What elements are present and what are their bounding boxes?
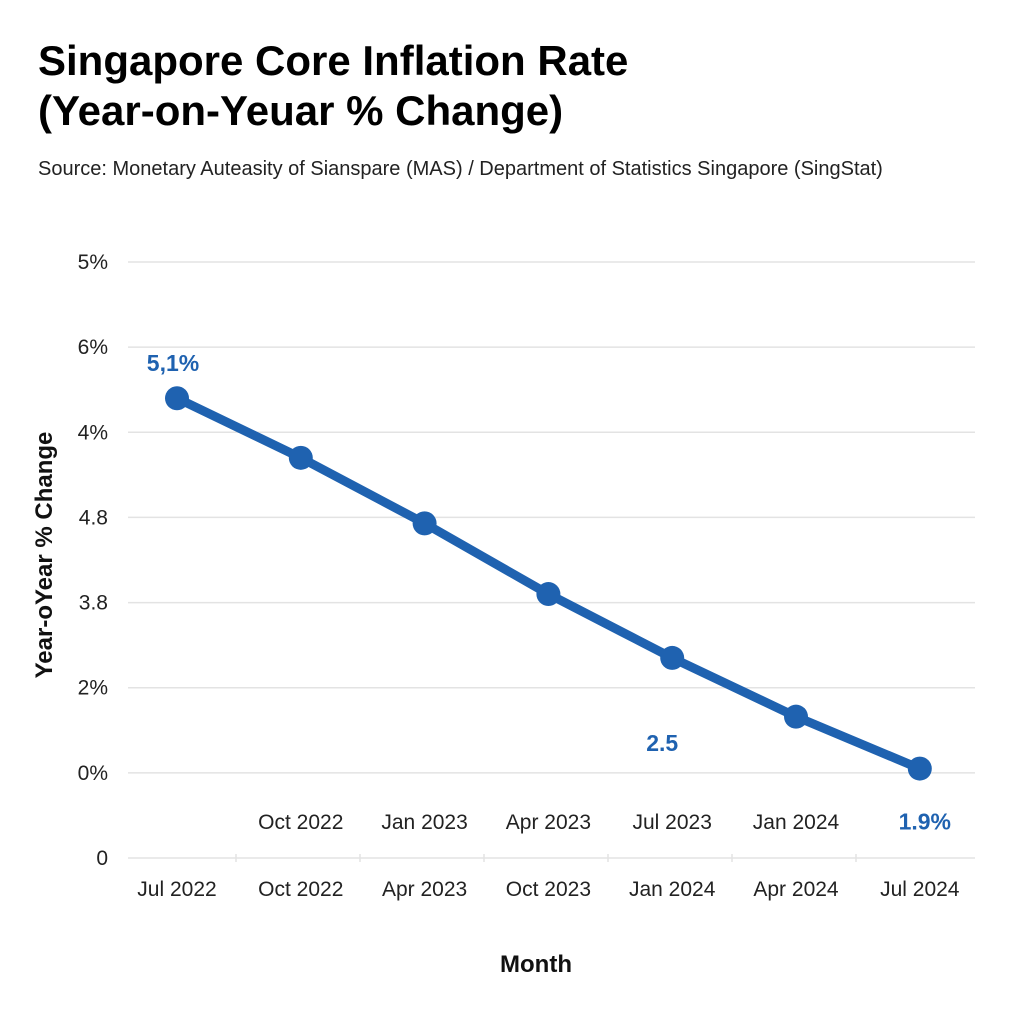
x-tick-label-upper: Jan 2023 bbox=[381, 811, 467, 834]
y-tick-label: 0% bbox=[78, 762, 108, 785]
y-tick-label: 0 bbox=[96, 847, 108, 870]
y-tick-label: 4.8 bbox=[79, 506, 108, 529]
x-tick-label: Oct 2023 bbox=[506, 878, 591, 901]
x-axis-title: Month bbox=[500, 951, 572, 978]
y-tick-label: 4% bbox=[78, 421, 108, 444]
data-point bbox=[412, 511, 437, 536]
chart-title-line-2: (Year-on-Yeuar % Change) bbox=[38, 87, 564, 134]
data-label: 2.5 bbox=[646, 730, 678, 756]
y-tick-label: 3.8 bbox=[79, 592, 108, 615]
y-tick-label: 5% bbox=[78, 251, 108, 274]
x-tick-label: Jul 2024 bbox=[880, 878, 960, 901]
data-label: 5,1% bbox=[147, 350, 199, 376]
x-tick-label: Oct 2022 bbox=[258, 878, 343, 901]
chart-subtitle: Source: Monetary Auteasity of Sianspare … bbox=[38, 158, 883, 180]
x-tick-label: Apr 2024 bbox=[753, 878, 839, 901]
y-tick-label: 2% bbox=[78, 677, 108, 700]
chart-title: Singapore Core Inflation Rate (Year-on-Y… bbox=[38, 36, 628, 136]
x-tick-label: Jul 2022 bbox=[137, 878, 216, 901]
x-tick-label-upper: Jan 2024 bbox=[753, 811, 840, 834]
chart-title-line-1: Singapore Core Inflation Rate bbox=[38, 37, 629, 84]
data-point bbox=[660, 645, 685, 670]
data-point bbox=[907, 756, 932, 781]
data-point bbox=[288, 445, 313, 470]
x-tick-label: Jan 2024 bbox=[629, 878, 716, 901]
data-point bbox=[536, 582, 561, 607]
x-tick-label-upper: Oct 2022 bbox=[258, 811, 343, 834]
y-tick-label: 6% bbox=[78, 336, 108, 359]
x-tick-label-upper: Apr 2023 bbox=[506, 811, 591, 834]
y-axis-title: Year-oYear % Change bbox=[31, 432, 58, 679]
x-tick-label: Apr 2023 bbox=[382, 878, 467, 901]
data-point bbox=[165, 386, 189, 411]
x-tick-label-upper: Jul 2023 bbox=[632, 811, 711, 834]
data-label: 1.9% bbox=[899, 809, 951, 835]
data-point bbox=[784, 704, 808, 729]
